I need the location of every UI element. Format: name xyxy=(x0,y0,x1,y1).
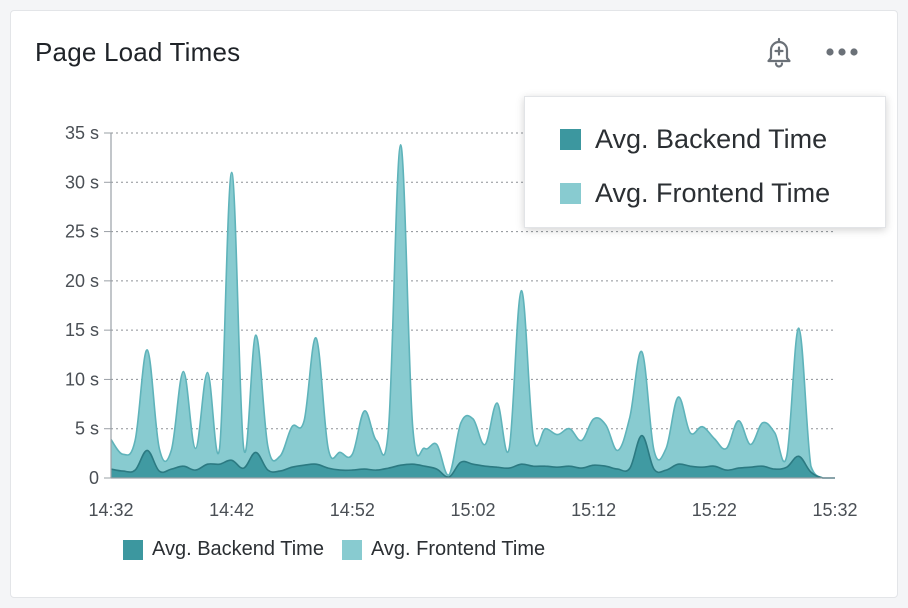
legend-item-backend[interactable]: Avg. Backend Time xyxy=(123,538,324,561)
bell-plus-icon[interactable] xyxy=(762,35,796,69)
x-tick-label: 14:42 xyxy=(209,500,254,520)
tooltip-label-backend: Avg. Backend Time xyxy=(595,124,828,154)
bell-plus-icon-graphic xyxy=(767,37,791,68)
legend-swatch-backend xyxy=(123,539,143,560)
y-tick-label: 30 s xyxy=(65,172,99,192)
y-tick-label: 0 xyxy=(89,468,99,488)
series-line-avg-backend-time xyxy=(110,434,835,479)
x-tick-label: 14:32 xyxy=(88,500,133,520)
y-tick-label: 35 s xyxy=(65,123,99,143)
y-tick-label: 10 s xyxy=(65,369,99,389)
legend-label-frontend: Avg. Frontend Time xyxy=(370,538,546,560)
y-tick-label: 25 s xyxy=(65,222,99,242)
legend-label-backend: Avg. Backend Time xyxy=(152,538,324,560)
series-area-avg-frontend-time xyxy=(111,144,835,478)
tooltip-row-backend: Avg. Backend Time xyxy=(560,124,827,155)
tooltip-swatch-backend xyxy=(560,129,581,150)
y-tick-label: 20 s xyxy=(65,271,99,291)
series-line-avg-frontend-time xyxy=(110,143,835,479)
tooltip-swatch-frontend xyxy=(560,183,581,204)
y-tick-label: 15 s xyxy=(65,320,99,340)
x-tick-label: 14:52 xyxy=(330,500,375,520)
legend-item-frontend[interactable]: Avg. Frontend Time xyxy=(341,538,546,561)
chart-legend: Avg. Backend Time Avg. Frontend Time xyxy=(123,538,545,561)
tooltip-row-frontend: Avg. Frontend Time xyxy=(560,178,830,209)
x-tick-label: 15:22 xyxy=(692,500,737,520)
more-horizontal-icon-graphic xyxy=(826,48,858,56)
series-tooltip: Avg. Backend Time Avg. Frontend Time xyxy=(524,96,886,228)
legend-swatch-frontend xyxy=(341,539,362,560)
x-tick-label: 15:12 xyxy=(571,500,616,520)
x-tick-label: 15:32 xyxy=(812,500,857,520)
page-load-times-panel: Page Load Times 0 5 s 10 s 15 s 20 s 25 s 30 s… xyxy=(10,10,898,598)
x-tick-label: 15:02 xyxy=(450,500,495,520)
tooltip-label-frontend: Avg. Frontend Time xyxy=(595,178,831,208)
y-tick-label: 5 s xyxy=(75,419,99,439)
more-horizontal-icon[interactable] xyxy=(825,35,859,69)
panel-title: Page Load Times xyxy=(35,37,241,67)
page-load-chart: 0 5 s 10 s 15 s 20 s 25 s 30 s 35 s 14:32 14:42 14… xyxy=(65,123,858,520)
chart-area: 0 5 s 10 s 15 s 20 s 25 s 30 s 35 s 14:32 14:42 14… xyxy=(11,11,899,599)
